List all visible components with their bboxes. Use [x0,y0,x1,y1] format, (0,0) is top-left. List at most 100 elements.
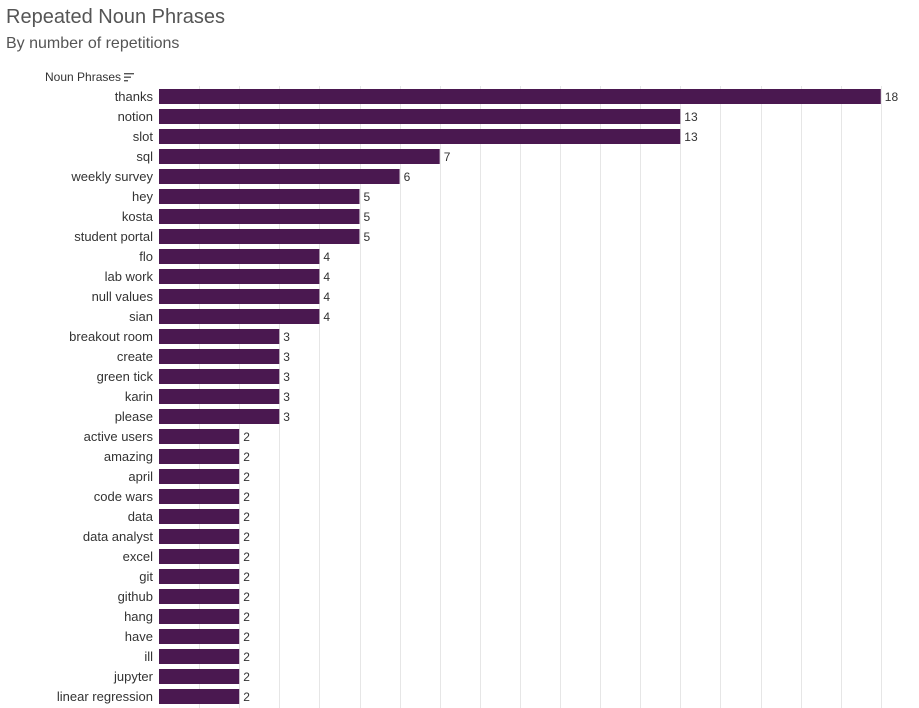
category-label: weekly survey [70,169,153,184]
bar[interactable] [159,109,681,124]
category-label: green tick [97,369,154,384]
category-label: student portal [74,229,153,244]
value-label: 13 [684,130,698,144]
category-label: thanks [115,89,154,104]
value-label: 2 [243,570,250,584]
category-label: create [117,349,153,364]
bar[interactable] [159,649,240,664]
value-label: 4 [323,270,330,284]
value-label: 2 [243,650,250,664]
bar[interactable] [159,269,320,284]
category-label: git [139,569,153,584]
category-label: lab work [105,269,154,284]
category-label: sql [136,149,153,164]
bar[interactable] [159,309,320,324]
sort-descending-icon[interactable] [124,72,135,83]
category-label: kosta [122,209,154,224]
category-label: hey [132,189,153,204]
bar[interactable] [159,669,240,684]
category-label: active users [84,429,154,444]
category-label: flo [139,249,153,264]
bar[interactable] [159,189,360,204]
value-label: 13 [684,110,698,124]
category-label: null values [92,289,154,304]
category-label: amazing [104,449,153,464]
value-label: 2 [243,450,250,464]
category-label: please [115,409,153,424]
bar[interactable] [159,689,240,704]
bar[interactable] [159,249,320,264]
bar[interactable] [159,629,240,644]
value-label: 4 [323,310,330,324]
bar[interactable] [159,409,280,424]
chart-subtitle: By number of repetitions [6,35,180,52]
category-label: breakout room [69,329,153,344]
chart-title: Repeated Noun Phrases [6,6,226,28]
bar[interactable] [159,509,240,524]
gridlines [199,86,882,708]
category-label: ill [144,649,153,664]
value-label: 2 [243,690,250,704]
bar[interactable] [159,489,240,504]
value-label: 2 [243,530,250,544]
value-label: 3 [283,370,290,384]
field-header-label: Noun Phrases [45,70,122,84]
value-label: 7 [444,150,451,164]
value-label: 2 [243,470,250,484]
value-label: 2 [243,430,250,444]
value-label: 5 [364,210,371,224]
bar[interactable] [159,389,280,404]
value-label: 18 [885,90,899,104]
category-label: data [128,509,154,524]
category-label: karin [125,389,153,404]
category-label: data analyst [83,529,153,544]
value-label: 2 [243,510,250,524]
bar[interactable] [159,349,280,364]
bar[interactable] [159,429,240,444]
value-label: 5 [364,190,371,204]
value-label: 2 [243,610,250,624]
bar[interactable] [159,529,240,544]
bar[interactable] [159,149,440,164]
category-label: hang [124,609,153,624]
bar[interactable] [159,329,280,344]
bar[interactable] [159,369,280,384]
category-label: jupyter [113,669,154,684]
category-label: github [118,589,153,604]
bar[interactable] [159,569,240,584]
bar[interactable] [159,89,881,104]
value-label: 3 [283,330,290,344]
category-label: april [128,469,153,484]
bar[interactable] [159,289,320,304]
bar[interactable] [159,469,240,484]
value-label: 2 [243,490,250,504]
value-label: 5 [364,230,371,244]
value-label: 4 [323,290,330,304]
category-label: notion [118,109,153,124]
bar[interactable] [159,609,240,624]
bar[interactable] [159,229,360,244]
bar[interactable] [159,169,400,184]
value-label: 2 [243,550,250,564]
value-label: 2 [243,670,250,684]
value-label: 3 [283,350,290,364]
bar[interactable] [159,549,240,564]
value-label: 3 [283,410,290,424]
category-label: have [125,629,153,644]
category-label: slot [133,129,154,144]
value-label: 6 [404,170,411,184]
value-label: 2 [243,630,250,644]
bar[interactable] [159,449,240,464]
category-label: sian [129,309,153,324]
bar[interactable] [159,129,681,144]
value-label: 3 [283,390,290,404]
category-label: code wars [94,489,154,504]
value-label: 2 [243,590,250,604]
value-label: 4 [323,250,330,264]
field-header-noun-phrases[interactable]: Noun Phrases [45,70,135,84]
bar[interactable] [159,209,360,224]
bar[interactable] [159,589,240,604]
category-label: linear regression [57,689,153,704]
category-label: excel [123,549,153,564]
